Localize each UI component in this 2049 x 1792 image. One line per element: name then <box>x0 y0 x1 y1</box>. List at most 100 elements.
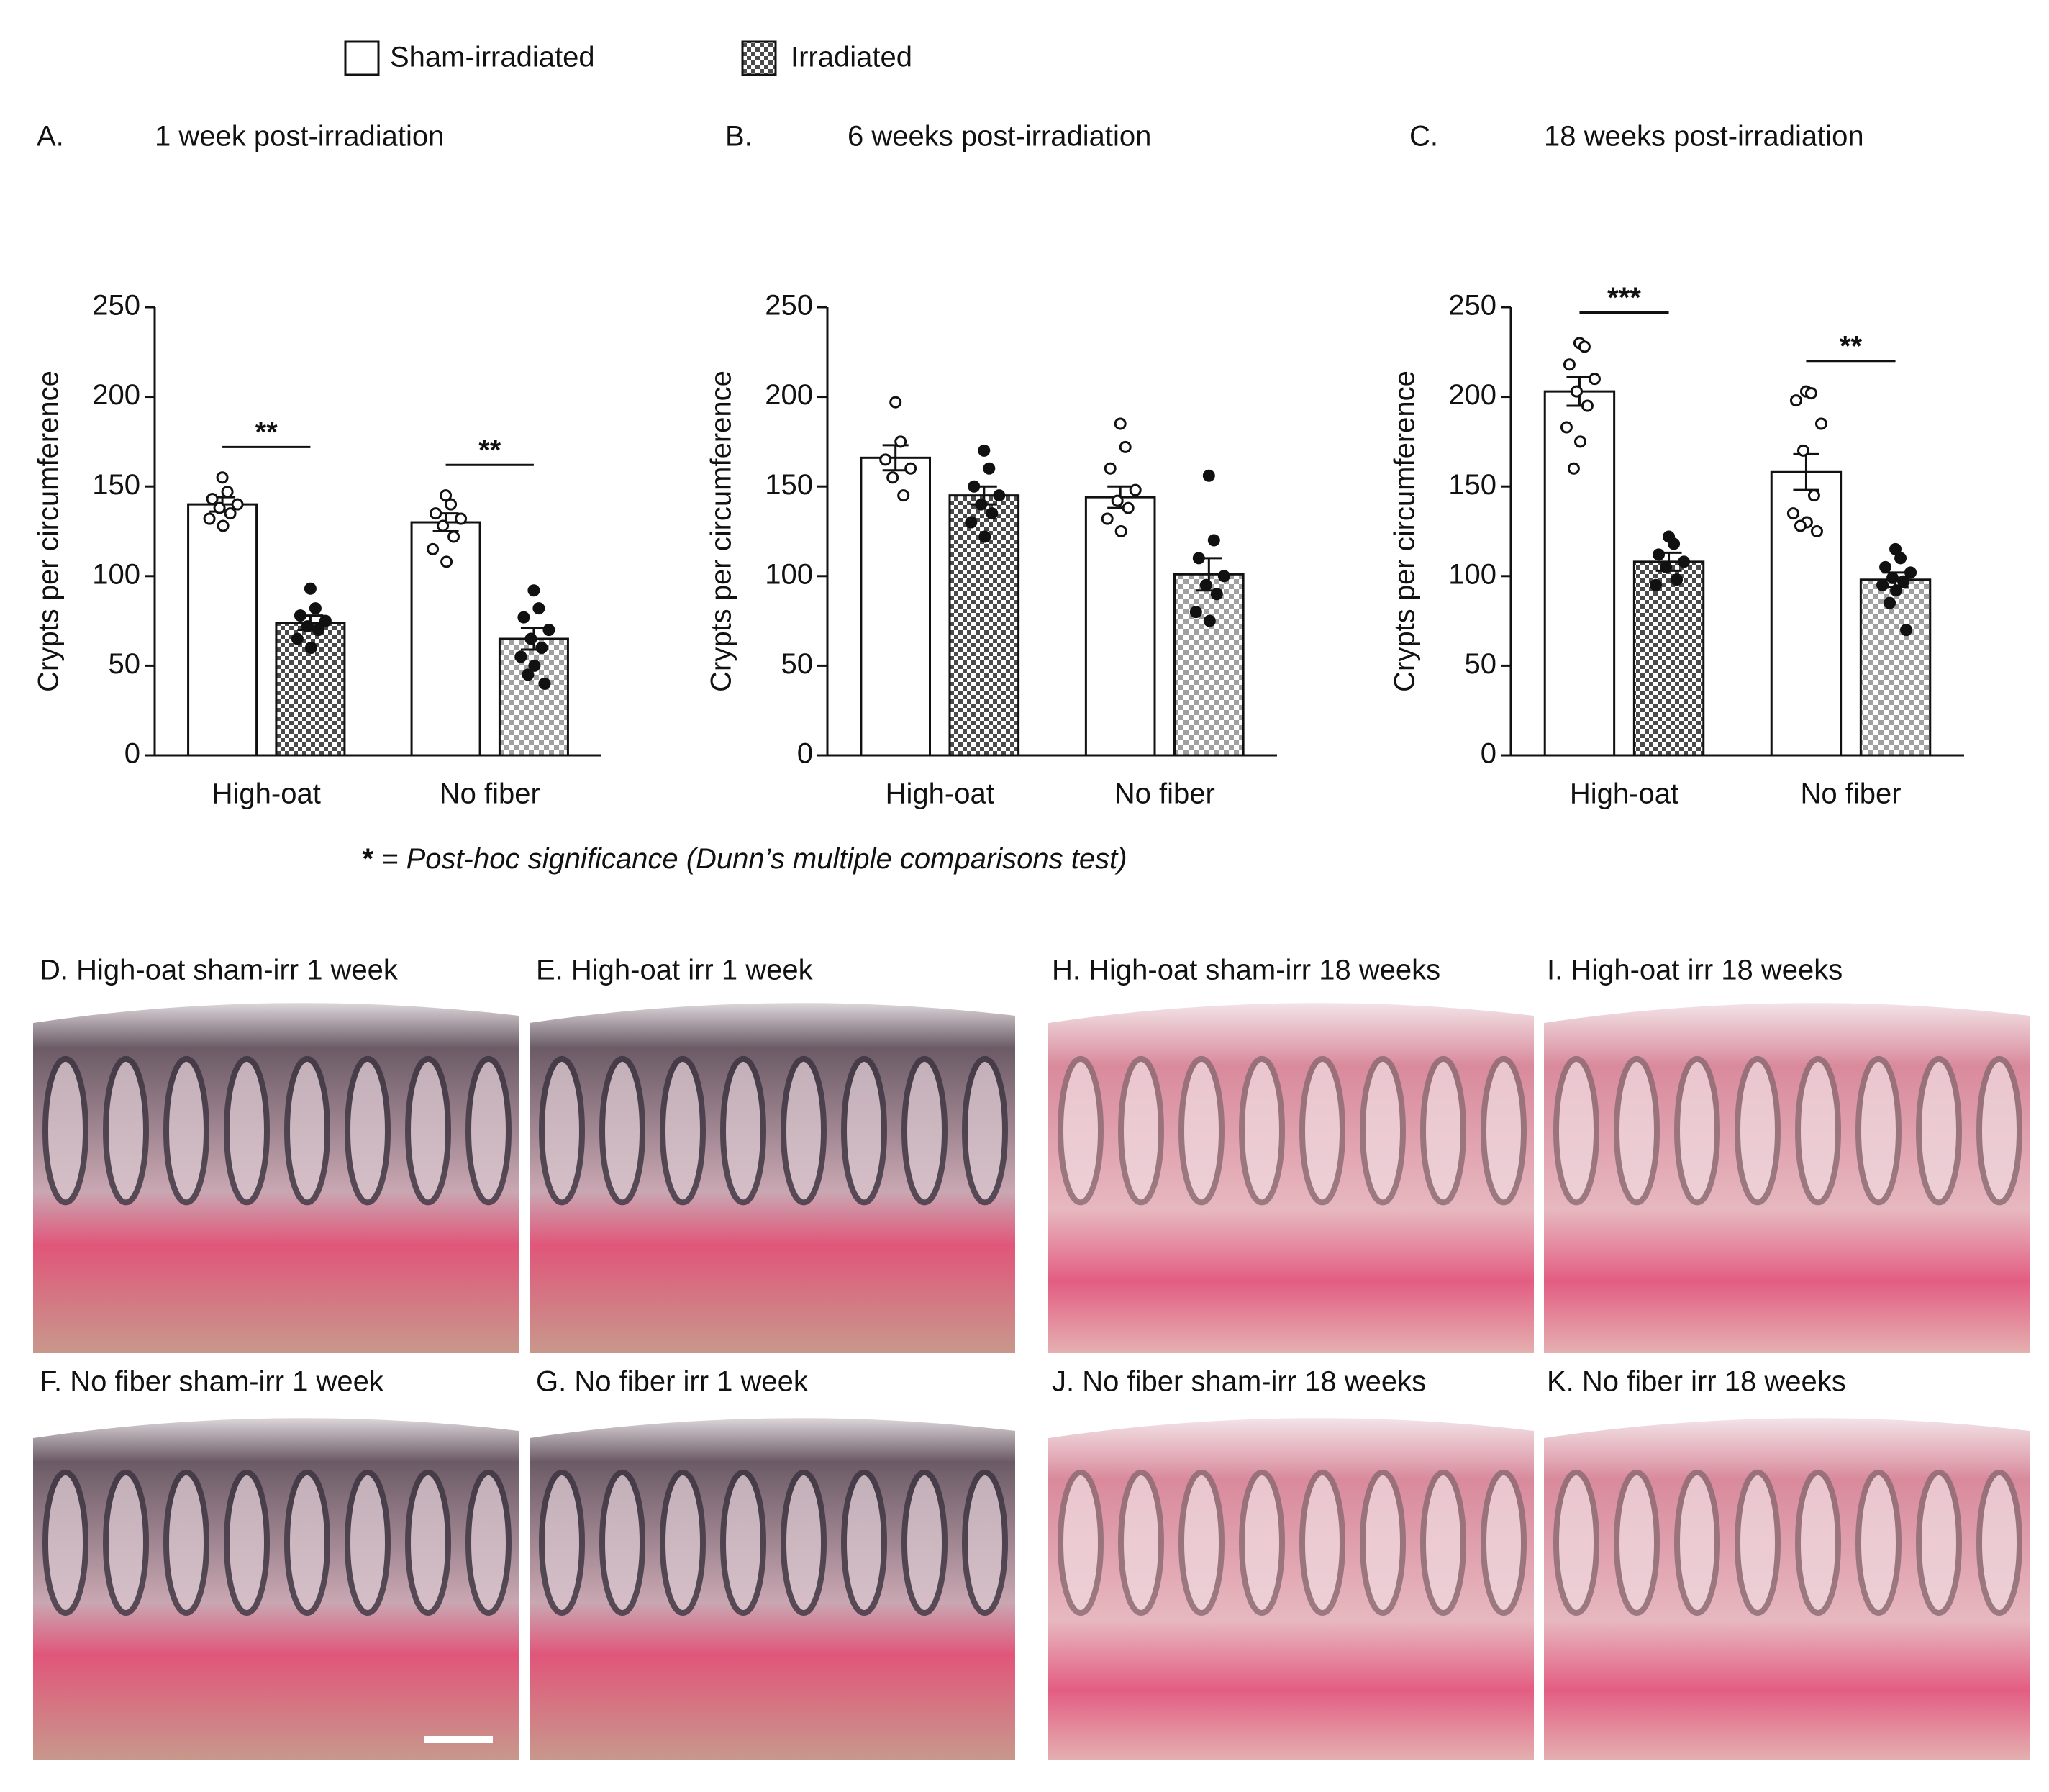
crypt <box>224 1055 270 1206</box>
data-point <box>1807 489 1820 502</box>
bar <box>1084 496 1156 757</box>
data-point <box>1111 494 1124 507</box>
data-point <box>1588 373 1601 386</box>
data-point <box>1886 571 1899 584</box>
crypt <box>1178 1055 1225 1206</box>
data-point <box>217 519 230 532</box>
crypt <box>841 1469 887 1616</box>
bar <box>498 637 569 757</box>
panel-label: A. <box>37 121 64 153</box>
data-point <box>1210 588 1223 601</box>
crypt <box>1239 1055 1285 1206</box>
crypt <box>405 1469 451 1616</box>
footnote-text: = Post-hoc significance (Dunn’s multiple… <box>381 843 1127 875</box>
crypt <box>1178 1469 1225 1616</box>
data-point <box>231 498 244 511</box>
crypt <box>1855 1055 1902 1206</box>
crypt <box>284 1469 330 1616</box>
data-point <box>1897 575 1910 588</box>
data-point <box>1203 614 1216 627</box>
panel-label: C. <box>1409 121 1438 153</box>
y-tick-label: 100 <box>765 558 813 590</box>
bar <box>1632 560 1705 757</box>
data-point <box>1581 399 1594 412</box>
data-point <box>1114 417 1127 430</box>
y-tick-label: 250 <box>765 290 813 322</box>
data-point <box>978 444 991 457</box>
crypt <box>1118 1469 1164 1616</box>
crypt <box>539 1055 585 1206</box>
data-point <box>1900 624 1913 637</box>
data-point <box>1678 555 1691 568</box>
data-point <box>1889 542 1902 555</box>
data-point <box>1119 440 1132 453</box>
legend-label: Irradiated <box>791 42 912 73</box>
data-point <box>206 493 219 506</box>
data-point <box>1202 469 1215 482</box>
data-point <box>1192 552 1205 565</box>
crypt <box>1916 1469 1962 1616</box>
crypt <box>42 1469 88 1616</box>
data-point <box>538 677 551 690</box>
crypt <box>1058 1055 1104 1206</box>
crypt <box>1735 1469 1781 1616</box>
data-point <box>213 501 226 514</box>
crypt <box>901 1469 948 1616</box>
data-point <box>1653 548 1666 561</box>
data-point <box>894 435 907 448</box>
crypt <box>345 1055 391 1206</box>
crypt <box>720 1055 766 1206</box>
data-point <box>291 632 304 645</box>
footnote-symbol: * <box>362 843 373 875</box>
y-tick-label: 250 <box>92 290 140 322</box>
data-point <box>517 611 530 624</box>
data-point <box>1101 512 1114 525</box>
data-point <box>1207 534 1220 547</box>
micrograph-label: H. High-oat sham-irr 18 weeks <box>1052 955 1440 986</box>
data-point <box>445 498 458 511</box>
data-point <box>993 489 1006 502</box>
data-point <box>1199 578 1212 591</box>
crypt <box>1118 1055 1164 1206</box>
data-point <box>203 512 216 525</box>
significance-label: ** <box>478 435 501 466</box>
crypt <box>781 1469 827 1616</box>
crypt <box>405 1055 451 1206</box>
crypt <box>42 1055 88 1206</box>
legend-label: Sham-irradiated <box>390 42 595 73</box>
crypt <box>599 1055 645 1206</box>
y-tick-label: 100 <box>1448 558 1496 590</box>
crypt <box>1735 1055 1781 1206</box>
data-point <box>430 507 442 520</box>
data-point <box>522 668 535 681</box>
data-point <box>975 498 988 511</box>
data-point <box>1904 566 1917 579</box>
y-axis-label: Crypts per circumference <box>33 370 65 692</box>
data-point <box>886 471 899 484</box>
y-tick-label: 50 <box>109 648 141 680</box>
micrograph-label: D. High-oat sham-irr 1 week <box>40 955 399 986</box>
data-point <box>304 582 317 595</box>
crypt <box>163 1469 209 1616</box>
data-point <box>968 480 981 493</box>
y-axis-label: Crypts per circumference <box>706 370 737 692</box>
data-point <box>304 641 317 654</box>
crypt <box>1795 1055 1841 1206</box>
data-point <box>1796 444 1809 457</box>
data-point <box>986 507 999 520</box>
data-point <box>301 620 314 633</box>
data-point <box>1114 525 1127 537</box>
data-point <box>1650 578 1663 591</box>
data-point <box>1804 387 1817 400</box>
y-tick-label: 150 <box>92 469 140 501</box>
crypt <box>163 1055 209 1206</box>
crypt <box>781 1055 827 1206</box>
data-point <box>440 489 453 502</box>
crypt <box>103 1055 149 1206</box>
tissue-edge <box>1048 1409 1534 1438</box>
crypt <box>901 1055 948 1206</box>
significance-label: ** <box>255 417 278 448</box>
data-point <box>542 624 555 637</box>
data-point <box>1129 483 1142 496</box>
